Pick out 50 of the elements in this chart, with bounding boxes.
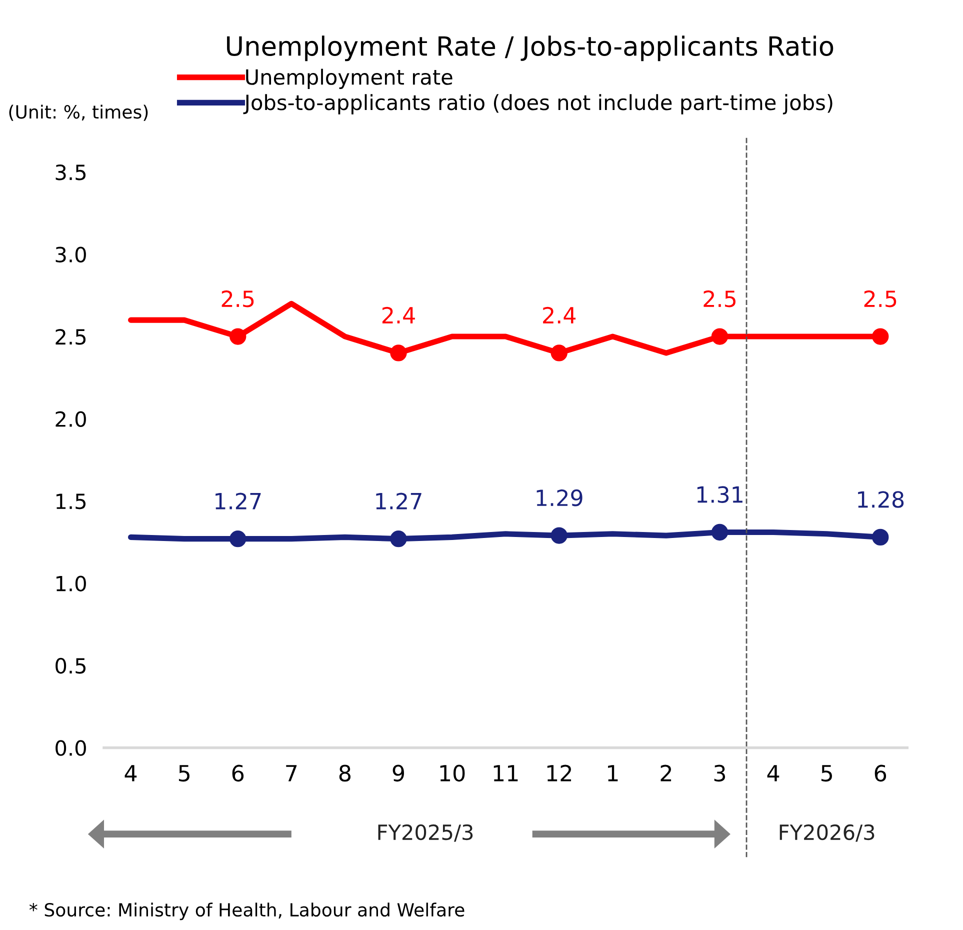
point bbox=[230, 530, 246, 548]
data-label: 1.27 bbox=[216, 492, 261, 510]
y-tick-label: 0.5 bbox=[56, 658, 86, 674]
x-tick-label: 2 bbox=[660, 764, 672, 782]
point bbox=[550, 527, 568, 544]
y-tick-label: 3.0 bbox=[56, 246, 86, 262]
y-tick-label: 1.0 bbox=[56, 576, 86, 592]
x-tick-label: 6 bbox=[232, 764, 244, 782]
point bbox=[872, 328, 889, 345]
point bbox=[390, 530, 407, 548]
text: FY2025/3 bbox=[378, 824, 473, 842]
point bbox=[711, 524, 728, 541]
y-tick-label: 2.0 bbox=[56, 411, 86, 427]
y-tick-label: 3.5 bbox=[56, 164, 86, 180]
data-label: 1.31 bbox=[697, 486, 742, 503]
legend-label: Unemployment rate bbox=[246, 68, 452, 89]
point bbox=[550, 344, 568, 362]
x-tick-label: 6 bbox=[874, 764, 886, 782]
x-tick-label: 5 bbox=[821, 765, 832, 782]
x-tick-label: 7 bbox=[286, 765, 297, 782]
point bbox=[711, 328, 728, 345]
y-tick-label: 2.5 bbox=[56, 328, 86, 345]
data-label: 1.27 bbox=[376, 492, 422, 510]
x-tick-label: 5 bbox=[178, 765, 190, 782]
point bbox=[230, 328, 246, 345]
legend-label: Jobs-to-applicants ratio (does not include part-time jobs) bbox=[243, 94, 832, 114]
x-tick-label: 4 bbox=[124, 765, 137, 782]
x-tick-label: 3 bbox=[714, 764, 726, 782]
data-label: 2.5 bbox=[222, 290, 254, 308]
x-tick-label: 11 bbox=[494, 765, 518, 782]
data-label: 2.5 bbox=[704, 290, 736, 308]
point bbox=[872, 528, 889, 546]
text: * Source: Ministry of Health, Labour and Welfare bbox=[29, 902, 464, 920]
x-tick-label: 12 bbox=[547, 764, 572, 782]
y-tick-label: 1.5 bbox=[56, 494, 86, 510]
x-tick-label: 10 bbox=[440, 764, 465, 782]
data-label: 1.28 bbox=[858, 491, 904, 508]
x-tick-label: 9 bbox=[392, 764, 404, 782]
point bbox=[390, 344, 407, 362]
data-label: 2.5 bbox=[864, 290, 896, 308]
y-axis-title: (Unit: %, times) bbox=[9, 104, 148, 121]
x-tick-label: 1 bbox=[608, 765, 618, 782]
data-label: 2.4 bbox=[543, 306, 576, 324]
data-label: 1.29 bbox=[536, 489, 582, 506]
y-tick-label: 0.0 bbox=[56, 740, 86, 756]
x-tick-label: 4 bbox=[767, 765, 780, 782]
text: FY2026/3 bbox=[780, 824, 874, 842]
x-tick-label: 8 bbox=[339, 764, 350, 782]
chart-title: Unemployment Rate / Jobs-to-applicants Ratio bbox=[227, 36, 834, 62]
data-label: 2.4 bbox=[382, 306, 415, 324]
